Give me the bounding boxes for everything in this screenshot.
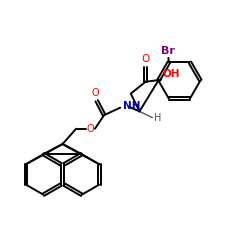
Text: OH: OH	[162, 68, 180, 78]
Text: NH: NH	[124, 101, 141, 111]
Text: H: H	[154, 113, 162, 123]
Text: O: O	[87, 124, 94, 134]
Text: O: O	[92, 88, 99, 98]
Text: Br: Br	[161, 46, 174, 56]
Text: O: O	[142, 54, 150, 64]
